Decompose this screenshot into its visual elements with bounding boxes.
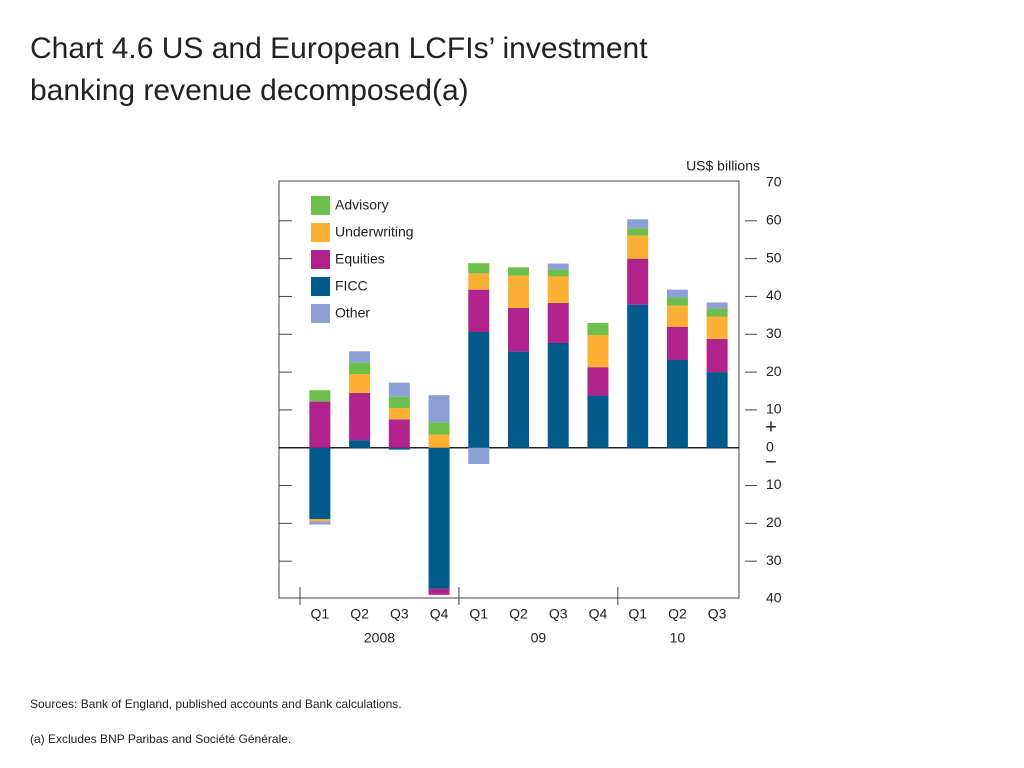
x-tick-label: Q3 xyxy=(708,606,727,622)
bar-segment xyxy=(508,307,529,352)
bar-segment xyxy=(587,395,609,448)
bar-segment xyxy=(666,326,688,360)
bar-segment xyxy=(508,351,529,448)
legend-label: FICC xyxy=(335,278,368,294)
bar-segment xyxy=(547,342,569,448)
bar-segment xyxy=(388,396,410,409)
bar-segment xyxy=(508,275,529,308)
bar-segment xyxy=(587,322,609,336)
bar-segment xyxy=(666,305,688,327)
bar-segment xyxy=(547,302,569,343)
bar-segment xyxy=(309,401,331,448)
bar-segment xyxy=(468,273,490,290)
bar-segment xyxy=(349,440,371,448)
x-group-label: 2008 xyxy=(364,630,395,646)
legend-swatch xyxy=(311,250,330,269)
x-tick-label: Q1 xyxy=(311,606,330,622)
bar-segment xyxy=(508,267,529,276)
bar-segment xyxy=(349,351,371,363)
legend-swatch xyxy=(311,223,330,242)
bar-segment xyxy=(706,338,728,373)
annotation: − xyxy=(765,451,777,473)
legend-label: Underwriting xyxy=(335,224,414,240)
bar-segment xyxy=(627,258,649,305)
x-tick-label: Q3 xyxy=(390,606,409,622)
bar-segment xyxy=(666,289,688,298)
y-tick-label: 10 xyxy=(766,476,782,492)
bar-segment xyxy=(388,419,410,448)
y-tick-label: 30 xyxy=(766,552,782,568)
y-tick-label: 40 xyxy=(766,590,782,606)
x-tick-label: Q2 xyxy=(668,606,687,622)
plot-frame xyxy=(278,180,740,599)
bar-segment xyxy=(627,219,649,229)
y-tick-label: 20 xyxy=(766,514,782,530)
bar-segment xyxy=(309,390,331,402)
legend-swatch xyxy=(311,304,330,323)
bar-segment xyxy=(587,367,609,396)
bar-segment xyxy=(706,316,728,339)
y-tick-label: 50 xyxy=(766,249,782,265)
bar-segment xyxy=(468,289,490,333)
x-tick-label: Q4 xyxy=(430,606,449,622)
sources: Sources: Bank of England, published acco… xyxy=(30,697,402,711)
y-tick-label: 70 xyxy=(766,174,782,190)
bar-segment xyxy=(627,304,649,448)
x-tick-label: Q1 xyxy=(628,606,647,622)
bar-segment xyxy=(706,372,728,448)
bar-segment xyxy=(587,335,609,368)
bar-segment xyxy=(349,373,371,393)
bar-segment xyxy=(349,392,371,441)
chart-title: Chart 4.6 US and European LCFIs’ investm… xyxy=(30,32,648,65)
bar-segment xyxy=(547,263,569,270)
y-tick-label: 40 xyxy=(766,287,782,303)
x-group-label: 10 xyxy=(670,630,686,646)
y-tick-label: 60 xyxy=(766,212,782,228)
x-group-label: 09 xyxy=(531,630,547,646)
bar-segment xyxy=(627,235,649,259)
bar-segment xyxy=(388,382,410,397)
legend-swatch xyxy=(311,196,330,215)
bar-segment xyxy=(428,588,450,595)
x-tick-label: Q2 xyxy=(350,606,369,622)
y-tick-label: 0 xyxy=(766,438,774,454)
x-tick-label: Q3 xyxy=(549,606,568,622)
bar-segment xyxy=(309,519,331,522)
bar-segment xyxy=(706,308,728,317)
bar-segment xyxy=(349,362,371,374)
legend-label: Advisory xyxy=(335,197,389,213)
bar-segment xyxy=(388,447,410,450)
x-tick-label: Q1 xyxy=(469,606,488,622)
y-tick-label: 10 xyxy=(766,401,782,417)
bar-segment xyxy=(428,422,450,435)
bar-segment xyxy=(547,269,569,277)
legend-swatch xyxy=(311,277,330,296)
chart-title: banking revenue decomposed(a) xyxy=(30,74,469,107)
bar-segment xyxy=(706,302,728,309)
legend-label: Other xyxy=(335,305,370,321)
bar-segment xyxy=(627,228,649,236)
footnote: (a) Excludes BNP Paribas and Société Gén… xyxy=(30,732,291,746)
bar-segment xyxy=(309,447,331,520)
bar-segment xyxy=(428,447,450,589)
bar-segment xyxy=(468,263,490,274)
y-tick-label: 20 xyxy=(766,363,782,379)
bar-segment xyxy=(309,521,331,525)
bar-segment xyxy=(468,332,490,448)
x-tick-label: Q2 xyxy=(509,606,528,622)
bar-segment xyxy=(547,276,569,303)
bar-segment xyxy=(666,359,688,448)
bar-segment xyxy=(468,447,490,464)
y-axis-label: US$ billions xyxy=(686,158,760,174)
y-tick-label: 30 xyxy=(766,325,782,341)
bar-segment xyxy=(428,395,450,423)
bar-segment xyxy=(666,297,688,306)
bar-segment xyxy=(388,408,410,420)
bar-segment xyxy=(428,434,450,448)
x-tick-label: Q4 xyxy=(589,606,608,622)
legend-label: Equities xyxy=(335,251,385,267)
annotation: + xyxy=(765,416,777,438)
